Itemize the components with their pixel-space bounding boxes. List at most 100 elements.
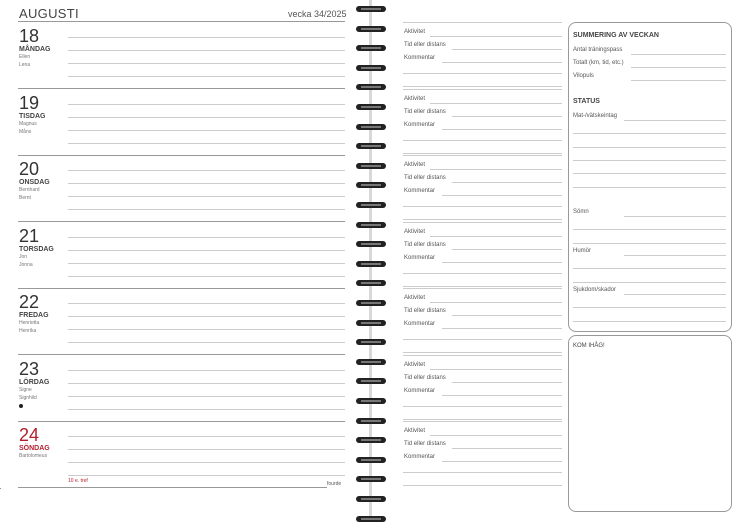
writing-line[interactable] xyxy=(68,170,345,171)
spiral-ring xyxy=(356,45,386,52)
writing-line[interactable] xyxy=(68,37,345,38)
writing-line[interactable] xyxy=(68,129,345,131)
remember-box[interactable]: KOM IHÅG! xyxy=(568,335,732,512)
writing-line[interactable] xyxy=(68,436,345,437)
status-input-line[interactable] xyxy=(624,255,726,256)
activity-input-line[interactable] xyxy=(442,195,562,196)
activity-input-line[interactable] xyxy=(430,435,562,436)
writing-line[interactable] xyxy=(403,139,562,141)
activity-input-line[interactable] xyxy=(452,115,562,117)
writing-line[interactable] xyxy=(68,462,345,463)
activity-input-line[interactable] xyxy=(442,461,562,462)
activity-input-line[interactable] xyxy=(452,381,562,383)
writing-line[interactable] xyxy=(68,249,345,251)
summary-field-label: Antal träningspass xyxy=(573,47,623,53)
writing-line[interactable] xyxy=(68,183,345,184)
writing-line[interactable] xyxy=(68,275,345,277)
writing-line[interactable] xyxy=(68,303,345,304)
name-day: Signhild xyxy=(19,394,37,401)
writing-line[interactable] xyxy=(403,339,562,340)
writing-line[interactable] xyxy=(68,209,345,210)
comment-label: Kommentar xyxy=(404,387,436,394)
writing-line[interactable] xyxy=(68,316,345,317)
status-writing-line[interactable] xyxy=(573,146,726,148)
summary-input-line[interactable] xyxy=(631,80,726,81)
status-writing-line[interactable] xyxy=(573,268,726,270)
activity-input-line[interactable] xyxy=(430,169,562,170)
writing-line[interactable] xyxy=(403,418,562,420)
writing-line[interactable] xyxy=(403,152,562,154)
status-writing-line[interactable] xyxy=(573,229,726,231)
writing-line[interactable] xyxy=(68,50,345,51)
spiral-ring xyxy=(356,496,386,502)
writing-line[interactable] xyxy=(68,76,345,77)
activity-input-line[interactable] xyxy=(430,235,562,237)
status-input-line[interactable] xyxy=(624,294,726,295)
writing-line[interactable] xyxy=(403,73,562,74)
activity-input-line[interactable] xyxy=(452,448,562,449)
writing-line[interactable] xyxy=(68,382,345,384)
status-input-line[interactable] xyxy=(624,216,726,217)
writing-line[interactable] xyxy=(403,285,562,287)
status-writing-line[interactable] xyxy=(573,320,726,322)
spiral-ring xyxy=(356,260,386,267)
writing-line[interactable] xyxy=(68,342,345,343)
name-day: Bernt xyxy=(19,195,31,201)
activity-label: Aktivitet xyxy=(404,29,426,35)
name-day: Magnus xyxy=(19,120,37,127)
status-writing-line[interactable] xyxy=(573,242,726,244)
spiral-ring xyxy=(356,6,386,12)
time-label: Tid eller distans xyxy=(404,175,446,181)
activity-input-line[interactable] xyxy=(430,368,562,370)
activity-input-line[interactable] xyxy=(442,394,562,396)
activity-input-line[interactable] xyxy=(452,49,562,50)
writing-line[interactable] xyxy=(68,449,345,450)
activity-input-line[interactable] xyxy=(442,128,562,130)
writing-line[interactable] xyxy=(403,206,562,207)
writing-line xyxy=(403,288,562,289)
page-corner xyxy=(0,488,23,518)
activity-input-line[interactable] xyxy=(430,36,562,37)
writing-line[interactable] xyxy=(68,262,345,264)
status-writing-line[interactable] xyxy=(573,159,726,161)
writing-line[interactable] xyxy=(403,485,562,486)
writing-line[interactable] xyxy=(68,196,345,197)
writing-line[interactable] xyxy=(68,329,345,330)
writing-line[interactable] xyxy=(403,219,562,220)
activity-input-line[interactable] xyxy=(452,315,562,316)
writing-line[interactable] xyxy=(68,236,345,238)
writing-line[interactable] xyxy=(403,472,562,473)
writing-line[interactable] xyxy=(403,272,562,274)
activity-input-line[interactable] xyxy=(452,182,562,183)
writing-line[interactable] xyxy=(68,408,345,410)
writing-line[interactable] xyxy=(403,405,562,407)
status-writing-line[interactable] xyxy=(573,307,726,309)
week-number: vecka 34/2025 xyxy=(288,9,347,19)
activity-input-line[interactable] xyxy=(430,302,562,303)
writing-line[interactable] xyxy=(68,475,345,476)
activity-input-line[interactable] xyxy=(442,328,562,329)
spiral-ring xyxy=(356,241,386,248)
activity-input-line[interactable] xyxy=(442,62,562,63)
writing-line[interactable] xyxy=(68,63,345,64)
spiral-ring xyxy=(356,515,386,522)
writing-line[interactable] xyxy=(68,395,345,397)
status-writing-line[interactable] xyxy=(573,186,726,188)
status-writing-line[interactable] xyxy=(573,173,726,175)
activity-label: Aktivitet xyxy=(404,295,426,301)
summary-input-line[interactable] xyxy=(631,54,726,55)
writing-line[interactable] xyxy=(68,142,345,144)
activity-input-line[interactable] xyxy=(452,248,562,250)
status-input-line[interactable] xyxy=(624,120,726,121)
activity-input-line[interactable] xyxy=(442,261,562,263)
writing-line[interactable] xyxy=(68,116,345,118)
activity-input-line[interactable] xyxy=(430,102,562,104)
status-writing-line[interactable] xyxy=(573,281,726,283)
summary-input-line[interactable] xyxy=(631,67,726,68)
writing-line[interactable] xyxy=(68,103,345,105)
writing-line[interactable] xyxy=(403,352,562,353)
writing-line[interactable] xyxy=(403,86,562,87)
writing-line[interactable] xyxy=(68,369,345,371)
status-writing-line[interactable] xyxy=(573,133,726,135)
activity-label: Aktivitet xyxy=(404,162,426,168)
